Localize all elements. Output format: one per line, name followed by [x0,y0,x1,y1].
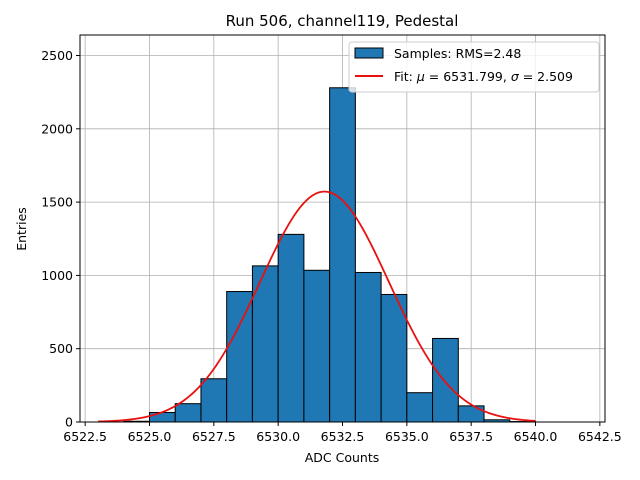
histogram-bar [380,293,408,423]
histogram-bar [200,378,228,423]
x-axis-ticks: 6522.5 6525.0 6527.5 6530.0 6532.5 6535.0 6537… [63,422,622,444]
legend-box [348,41,600,93]
y-tick-label: 500 [49,341,73,356]
legend-fit-prefix: Fit: [394,69,417,84]
y-tick-label: 1500 [41,195,73,210]
histogram-bar [406,392,434,423]
chart-title: Run 506, channel119, Pedestal [226,12,459,30]
legend-fit-mu-symbol: μ [416,69,425,84]
histogram-bar [329,87,356,423]
x-tick-label: 6522.5 [63,429,107,444]
x-tick-label: 6532.5 [321,429,365,444]
x-tick-label: 6527.5 [192,429,236,444]
y-tick-label: 2500 [41,48,73,63]
legend-samples-patch [354,47,384,59]
legend-fit-label: Fit: μ = 6531.799, σ = 2.509 [394,69,573,84]
histogram-bar [432,337,459,423]
x-tick-label: 6537.5 [449,429,493,444]
y-tick-label: 1000 [41,268,73,283]
histogram-bar [354,271,382,423]
legend-fit-sigma-value: = 2.509 [519,69,573,84]
histogram-bar [457,405,485,423]
y-axis-title: Entries [14,207,29,251]
x-tick-label: 6530.0 [256,429,300,444]
histogram-bar [303,269,331,423]
y-tick-label: 0 [65,415,73,430]
histogram-bar [226,291,253,423]
histogram-bar [148,411,176,423]
x-tick-label: 6542.5 [578,429,622,444]
legend-fit-sigma-symbol: σ [511,69,520,84]
y-axis-ticks: 0 500 1000 1500 2000 2500 [41,48,80,430]
x-axis-title: ADC Counts [305,450,380,465]
gaussian-fit-curve [97,190,536,423]
legend: Samples: RMS=2.48 Fit: μ = 6531.799, σ =… [348,41,600,93]
bars-layer [123,87,537,423]
histogram-bar [277,233,305,423]
histogram-bar [174,403,202,423]
x-tick-label: 6535.0 [385,429,429,444]
legend-fit-mu-value: = 6531.799, [425,69,511,84]
x-tick-label: 6540.0 [514,429,558,444]
x-tick-label: 6525.0 [128,429,172,444]
fit-layer [97,190,536,423]
legend-samples-label: Samples: RMS=2.48 [394,46,521,61]
y-tick-label: 2000 [41,121,73,136]
